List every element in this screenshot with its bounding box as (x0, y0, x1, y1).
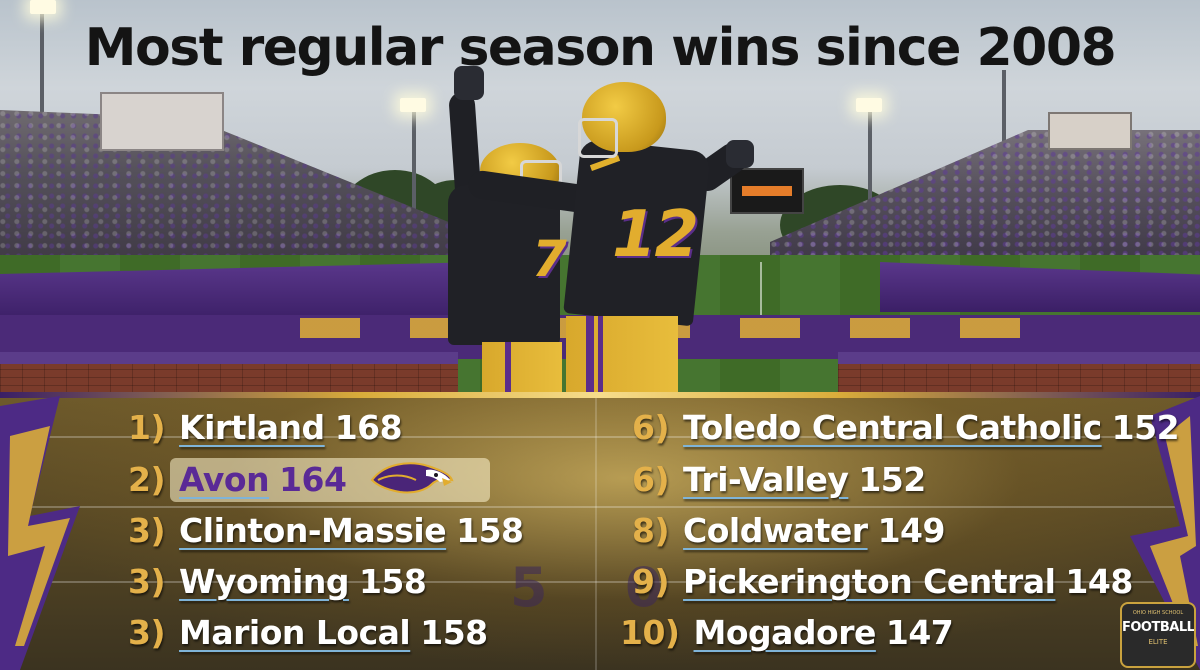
lightning-bolt-icon (1130, 396, 1200, 670)
ranking-item: 3) Wyoming 158 (128, 562, 427, 601)
school-name: Kirtland (179, 408, 325, 447)
ranking-item: 10) Mogadore 147 (620, 613, 954, 652)
glove (454, 66, 484, 100)
win-count: 158 (358, 562, 427, 601)
rank-number: 9) (632, 562, 670, 601)
ranking-item: 6) Tri-Valley 152 (632, 460, 926, 499)
scoreboard (730, 168, 804, 214)
pant-stripe (598, 316, 603, 394)
school-name: Toledo Central Catholic (683, 408, 1102, 447)
brick-wall (838, 352, 1200, 394)
win-count: 149 (877, 511, 946, 550)
eagle-mascot-icon (370, 462, 454, 494)
pants (482, 342, 562, 394)
rank-number: 1) (128, 408, 166, 447)
glove (726, 140, 754, 168)
yard-number: 5 (510, 556, 548, 619)
win-count: 152 (858, 460, 926, 499)
ranking-item: 1) Kirtland 168 (128, 408, 403, 447)
rank-number: 6) (632, 460, 670, 499)
ranking-item: 8) Coldwater 149 (632, 511, 945, 550)
logo-line: FOOTBALL (1122, 620, 1195, 635)
school-name: Wyoming (179, 562, 349, 601)
brick-wall (0, 352, 458, 394)
press-box (100, 92, 224, 151)
stadium-light (30, 0, 56, 14)
light-pole (40, 6, 44, 126)
rank-number: 3) (128, 562, 166, 601)
yard-line (0, 581, 1200, 583)
yard-line (760, 262, 762, 322)
school-name: Pickerington Central (683, 562, 1056, 601)
pant-stripe (505, 342, 511, 394)
yard-line (595, 396, 597, 670)
win-count: 158 (420, 613, 488, 652)
rank-number: 2) (128, 460, 166, 499)
school-name: Mogadore (693, 613, 877, 652)
win-count: 148 (1065, 562, 1133, 601)
school-name: Clinton-Massie (179, 511, 447, 550)
rank-number: 3) (128, 613, 166, 652)
pant-stripe (586, 316, 594, 394)
rank-number: 3) (128, 511, 166, 550)
rank-number: 8) (632, 511, 670, 550)
press-box (1048, 112, 1132, 150)
win-count: 152 (1111, 408, 1180, 447)
yard-number: 0 (625, 556, 663, 619)
stadium-light (856, 98, 882, 112)
ranking-item: 3) Marion Local 158 (128, 613, 488, 652)
school-name: Coldwater (683, 511, 868, 550)
logo-line: ELITE (1148, 638, 1168, 646)
ranking-item: 3) Clinton-Massie 158 (128, 511, 524, 550)
yard-line (0, 436, 1200, 438)
headline-title: Most regular season wins since 2008 (84, 18, 1117, 78)
jersey (448, 185, 560, 345)
ranking-item-highlighted: 2) Avon 164 (128, 460, 347, 499)
face-mask (578, 118, 618, 158)
helmet (582, 82, 666, 152)
yard-line (0, 506, 1200, 508)
jersey-number: 12 (612, 198, 699, 272)
lightning-bolt-icon (0, 396, 80, 670)
sideline-wall (0, 262, 480, 322)
stadium-light (400, 98, 426, 112)
rank-number: 10) (620, 613, 680, 652)
school-name: Marion Local (179, 613, 411, 652)
light-pole (412, 110, 416, 225)
light-pole (1002, 70, 1006, 180)
ranking-item: 9) Pickerington Central 148 (632, 562, 1133, 601)
stadium-photo: 7 12 Most regular season wins since 2008 (0, 0, 1200, 400)
logo-line: OHIO HIGH SCHOOL (1132, 610, 1184, 616)
league-logo-icon: OHIO HIGH SCHOOL FOOTBALL ELITE (1120, 602, 1196, 668)
light-pole (868, 110, 872, 215)
rankings-panel: 5 0 (0, 396, 1200, 670)
rank-number: 6) (632, 408, 670, 447)
win-count: 164 (279, 460, 347, 499)
pants (566, 316, 678, 394)
jersey-number: 7 (532, 230, 567, 288)
school-name: Tri-Valley (683, 460, 849, 499)
ranking-item: 6) Toledo Central Catholic 152 (632, 408, 1180, 447)
win-count: 168 (334, 408, 403, 447)
win-count: 147 (885, 613, 954, 652)
panel-divider (0, 392, 1200, 398)
win-count: 158 (456, 511, 524, 550)
school-name: Avon (179, 460, 270, 499)
